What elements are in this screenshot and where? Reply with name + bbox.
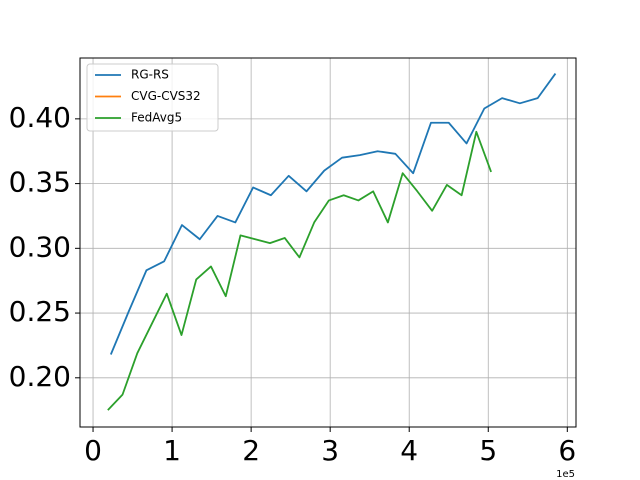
- y-tick-label: 0.35: [9, 166, 71, 199]
- legend-label: CVG-CVS32: [131, 89, 201, 103]
- data-line: [107, 130, 492, 411]
- data-line: [109, 73, 557, 355]
- x-tick-label: 6: [558, 434, 576, 467]
- y-tick-label: 0.30: [9, 230, 71, 263]
- legend-label: RG-RS: [131, 68, 169, 82]
- plot-frame: [79, 57, 577, 428]
- x-tick-label: 2: [242, 434, 260, 467]
- x-tick-label: 4: [400, 434, 418, 467]
- legend-label: FedAvg5: [131, 111, 182, 125]
- x-tick-label: 5: [479, 434, 497, 467]
- x-tick-label: 0: [84, 434, 102, 467]
- y-tick-label: 0.40: [9, 101, 71, 134]
- x-tick-label: 3: [321, 434, 339, 467]
- y-tick-label: 0.20: [9, 360, 71, 393]
- y-tick-label: 0.25: [9, 295, 71, 328]
- x-offset-label: 1e5: [556, 469, 575, 480]
- x-tick-label: 1: [163, 434, 181, 467]
- legend-box: [86, 63, 219, 132]
